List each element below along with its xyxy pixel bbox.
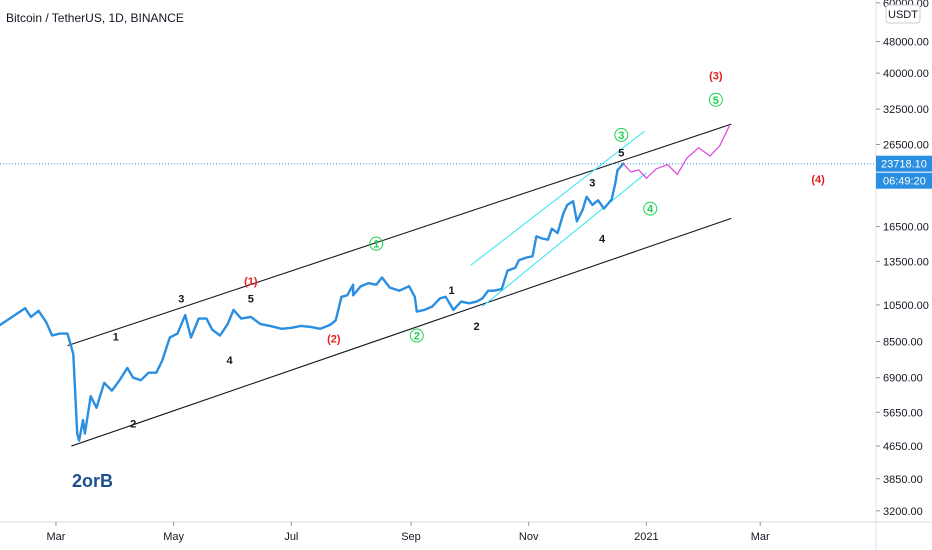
current-price-badge: [876, 155, 932, 172]
wave-label-4: 4: [227, 355, 234, 367]
current-price-group: 23718.10 06:49:20: [0, 155, 932, 189]
wave-label-text: 2: [474, 321, 480, 333]
x-tick-label: May: [163, 531, 184, 543]
wave-label-1: 1: [113, 332, 119, 344]
current-price-label: 23718.10: [881, 159, 927, 171]
y-tick-label: 5650.00: [883, 407, 923, 419]
channel-line-1: [67, 123, 732, 347]
wave-label-6: (1): [244, 276, 258, 288]
wave-label-text: 1: [373, 239, 379, 251]
wave-label-circle: [708, 92, 723, 107]
channel-line-3: [470, 130, 645, 266]
price-axis-ticks: 60000.0048000.0040000.0032500.0026500.00…: [876, 0, 929, 518]
wave-label-text: 4: [599, 234, 606, 246]
wave-label-text: 2: [130, 418, 136, 430]
wave-label-7: (2): [327, 333, 341, 345]
channel-lines: [67, 123, 732, 447]
y-tick-label: 4650.00: [883, 441, 923, 453]
y-tick-label: 13500.00: [883, 256, 929, 268]
wave-label-3: 3: [178, 293, 184, 305]
y-tick-label: 10500.00: [883, 300, 929, 312]
currency-button-frame[interactable]: [885, 4, 921, 24]
watermark-logo: 2orB: [72, 471, 113, 491]
wave-label-text: 3: [178, 293, 184, 305]
y-tick-label: 8500.00: [883, 337, 923, 349]
wave-label-text: 4: [227, 355, 234, 367]
y-tick-label: 32500.00: [883, 104, 929, 116]
time-axis-ticks: Mar May Jul Sep Nov 2021 Mar: [46, 522, 770, 543]
wave-label-text: (4): [811, 174, 825, 186]
wave-label-17: 5: [708, 92, 723, 107]
wave-label-18: (3): [709, 70, 723, 82]
wave-label-text: 3: [618, 130, 624, 142]
countdown-badge: [876, 172, 932, 189]
y-tick-label: 3850.00: [883, 474, 923, 486]
projection-line: [622, 125, 730, 179]
wave-label-8: 1: [369, 236, 384, 251]
countdown-label: 06:49:20: [883, 176, 926, 188]
wave-label-11: 2: [474, 321, 480, 333]
wave-label-circle: [614, 127, 629, 142]
y-tick-label: 6900.00: [883, 373, 923, 385]
channel-line-4: [482, 172, 647, 307]
wave-label-text: (3): [709, 70, 723, 82]
y-tick-label: 40000.00: [883, 68, 929, 80]
y-tick-label: 26500.00: [883, 139, 929, 151]
x-tick-label: Mar: [751, 531, 770, 543]
wave-label-12: 3: [589, 178, 595, 190]
wave-label-14: 5: [618, 148, 624, 160]
wave-label-text: 1: [113, 332, 119, 344]
wave-label-9: 2: [409, 328, 424, 343]
wave-label-5: 5: [248, 293, 254, 305]
wave-label-16: 4: [643, 201, 658, 216]
price-series: [0, 162, 625, 442]
y-tick-label: 16500.00: [883, 222, 929, 234]
wave-label-circle: [409, 328, 424, 343]
wave-label-15: 4: [599, 234, 606, 246]
wave-label-text: 4: [647, 204, 654, 216]
wave-label-10: 1: [448, 285, 454, 297]
currency-button-label[interactable]: USDT: [888, 9, 918, 21]
wave-label-circle: [369, 236, 384, 251]
y-tick-label: 3200.00: [883, 506, 923, 518]
wave-label-text: 5: [618, 148, 624, 160]
chart-title: Bitcoin / TetherUS, 1D, BINANCE: [6, 11, 184, 25]
channel-line-2: [71, 217, 732, 447]
projection-series: [622, 125, 730, 179]
wave-label-text: 1: [448, 285, 454, 297]
wave-label-13: 3: [614, 127, 629, 142]
wave-label-text: 5: [713, 95, 719, 107]
x-tick-label: 2021: [634, 531, 658, 543]
wave-label-text: 2: [414, 331, 420, 343]
wave-label-text: 3: [589, 178, 595, 190]
wave-label-text: 5: [248, 293, 254, 305]
x-tick-label: Sep: [401, 531, 421, 543]
wave-label-2: 2: [130, 418, 136, 430]
x-tick-label: Mar: [46, 531, 65, 543]
price-axis-panel[interactable]: [876, 0, 932, 522]
currency-button[interactable]: USDT: [885, 4, 921, 24]
x-tick-label: Jul: [284, 531, 298, 543]
price-line: [0, 162, 625, 442]
wave-label-text: (1): [244, 276, 258, 288]
wave-label-text: (2): [327, 333, 341, 345]
wave-label-19: (4): [811, 174, 825, 186]
wave-label-circle: [643, 201, 658, 216]
y-tick-label: 48000.00: [883, 37, 929, 49]
wave-labels: 1 2 3 4 5 (1) (2) 1 2 1 2 3 3 5 4 4 5 (3) (4): [113, 70, 825, 430]
x-tick-label: Nov: [519, 531, 539, 543]
